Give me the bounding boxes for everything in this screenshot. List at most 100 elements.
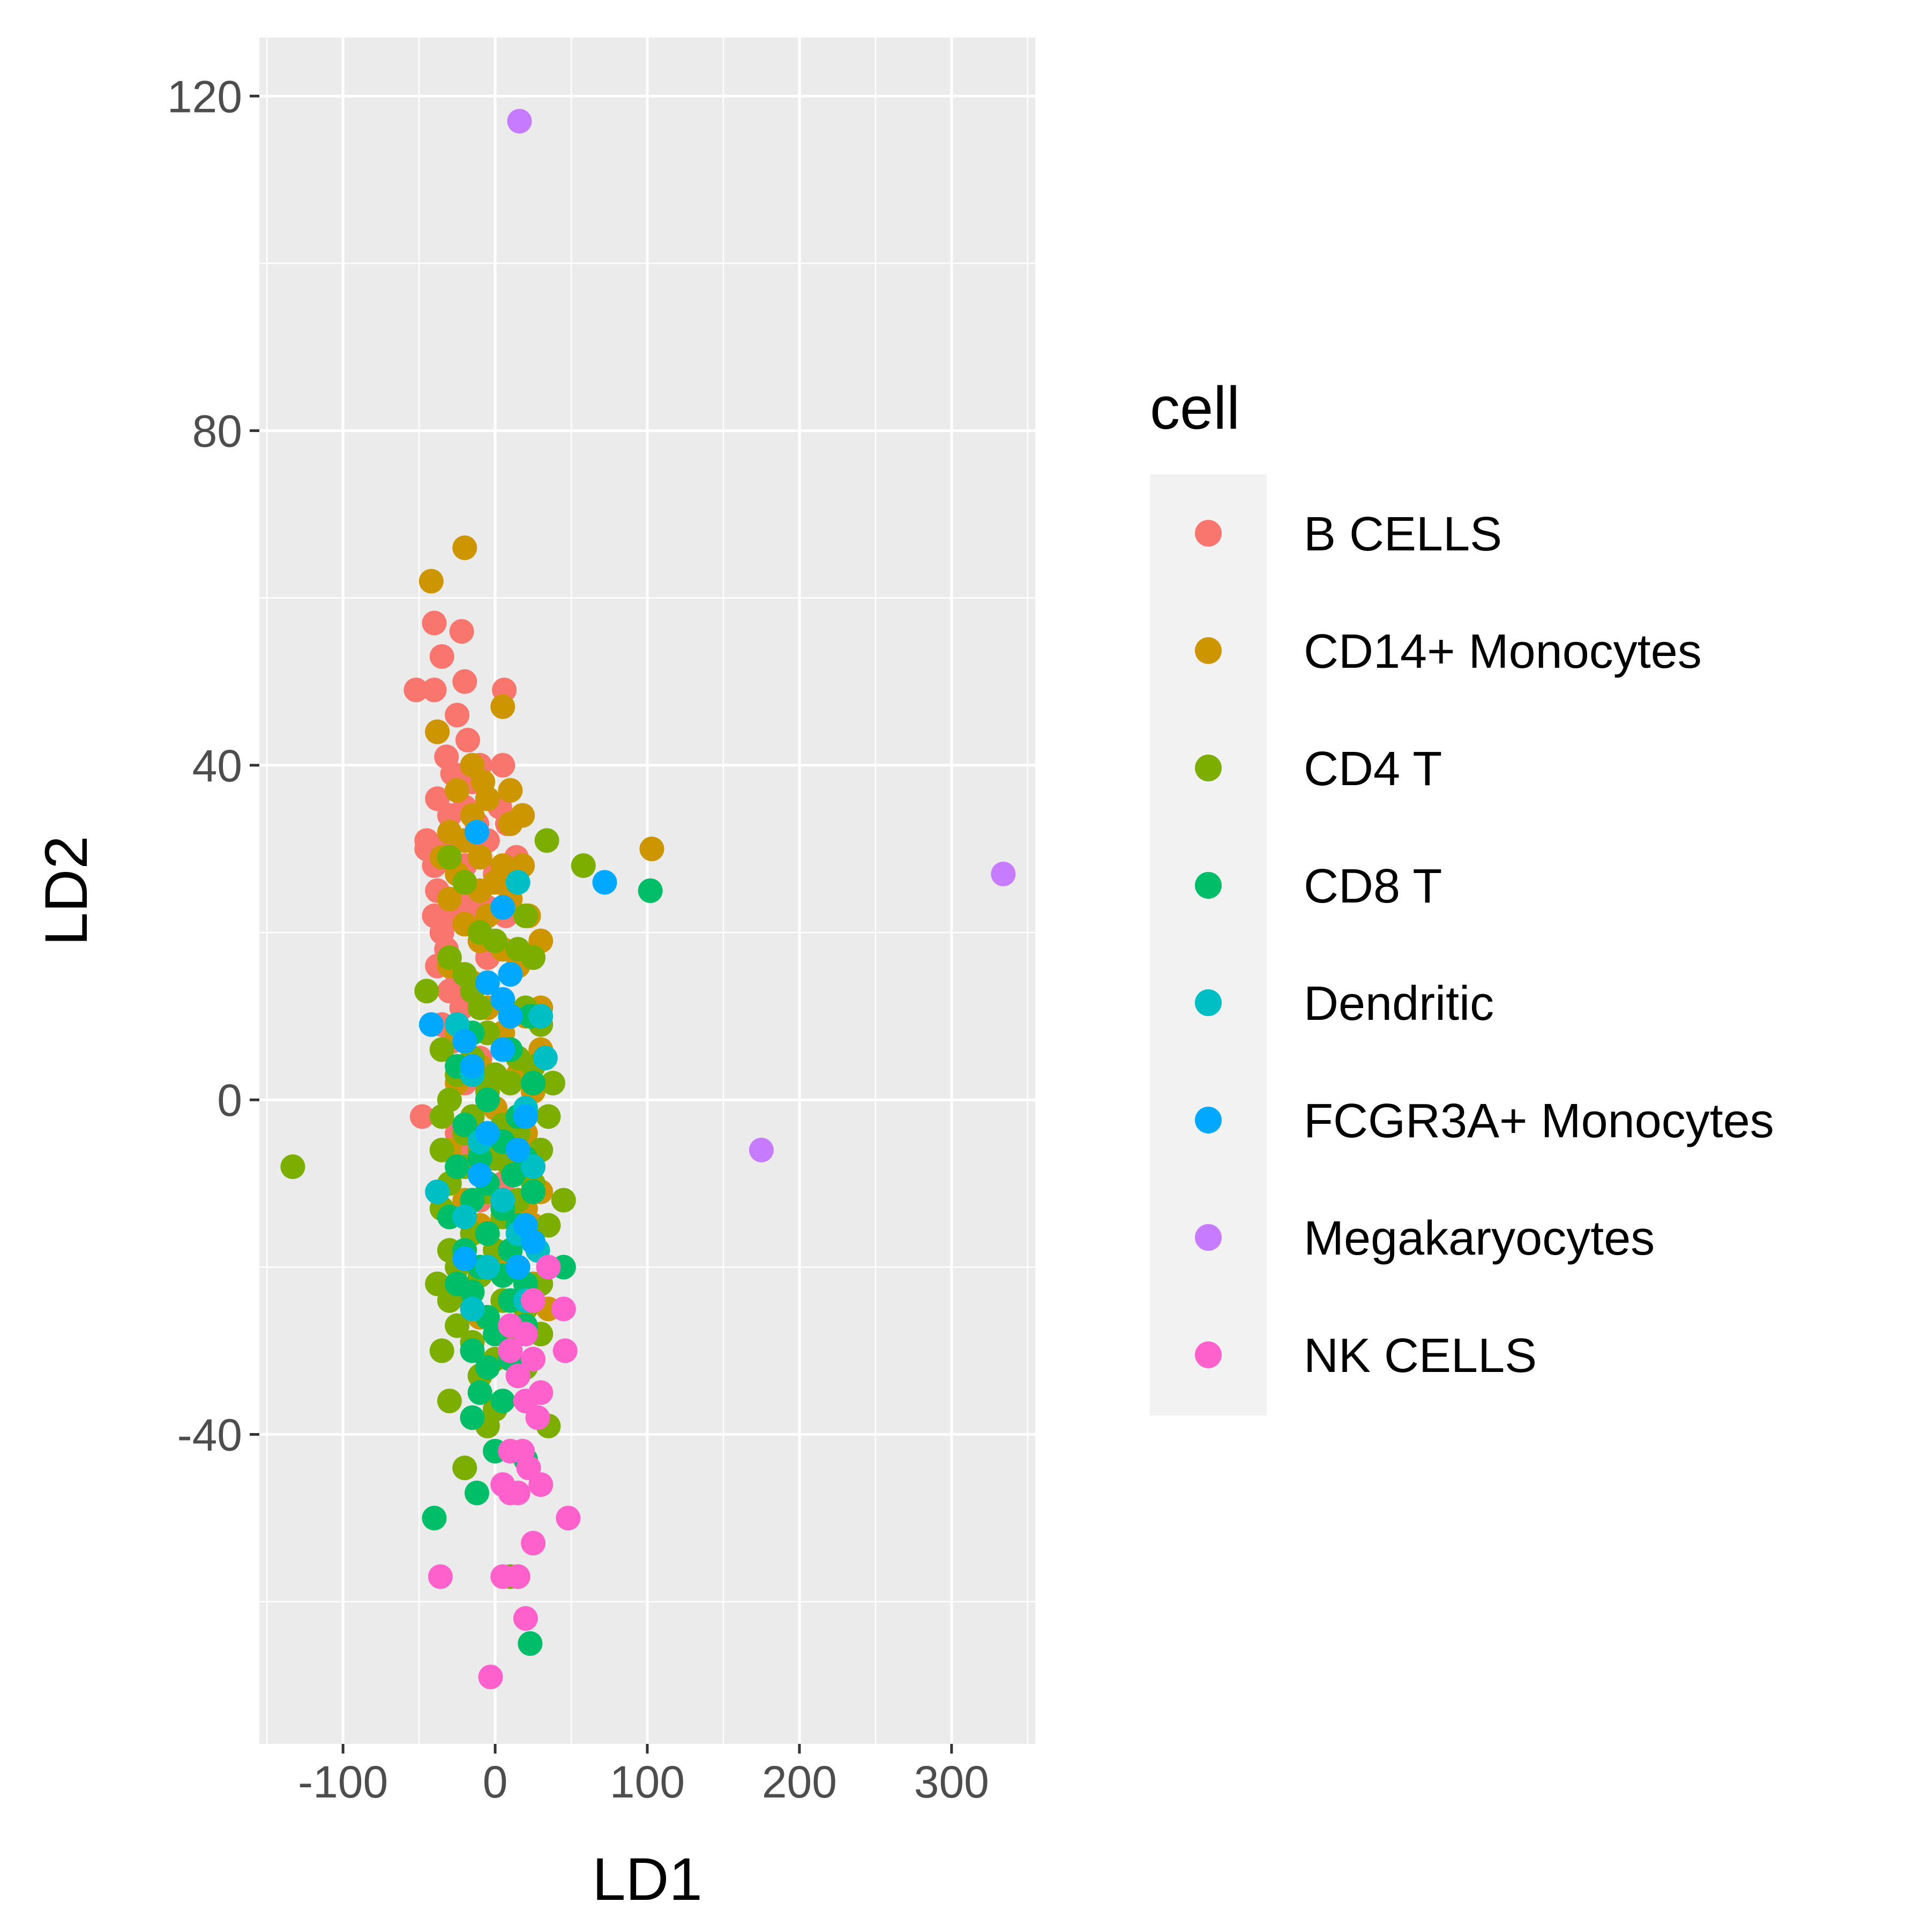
data-point — [540, 1070, 565, 1095]
data-point — [498, 1070, 523, 1095]
legend-label: Dendritic — [1304, 977, 1494, 1031]
data-point — [521, 1229, 546, 1255]
legend-key — [1195, 1107, 1222, 1133]
data-point — [505, 1363, 530, 1389]
data-point — [521, 945, 546, 970]
data-point — [465, 1480, 490, 1505]
data-point — [475, 1221, 500, 1246]
y-tick-label: 0 — [217, 1075, 242, 1125]
data-point — [513, 1606, 538, 1631]
data-point — [445, 778, 470, 803]
data-point — [475, 786, 500, 811]
data-point — [460, 1296, 485, 1322]
data-point — [498, 778, 523, 803]
data-point — [425, 1179, 450, 1204]
data-point — [437, 945, 462, 970]
data-point — [429, 1137, 454, 1162]
data-point — [452, 535, 477, 561]
data-point — [452, 1246, 477, 1271]
series-megakaryocytes — [507, 109, 1016, 1162]
legend-key — [1195, 637, 1222, 664]
data-point — [478, 1665, 503, 1690]
data-point — [422, 610, 447, 636]
data-point — [552, 1338, 578, 1363]
data-point — [429, 644, 454, 669]
data-point — [452, 669, 477, 694]
legend-label: CD8 T — [1304, 860, 1442, 913]
data-point — [449, 619, 474, 644]
x-tick-label: 300 — [914, 1757, 989, 1807]
data-point — [498, 962, 523, 987]
data-point — [460, 1405, 485, 1430]
data-point — [571, 853, 596, 878]
x-tick-label: 100 — [610, 1757, 685, 1807]
legend: cell B CELLS CD14+ Monocytes CD4 T CD8 T Den… — [1150, 375, 1774, 1415]
data-point — [639, 836, 664, 861]
data-point — [429, 1037, 454, 1062]
x-tick-label: 0 — [483, 1757, 508, 1807]
data-point — [490, 694, 515, 719]
data-point — [518, 1631, 543, 1656]
data-point — [475, 1087, 500, 1113]
data-point — [409, 1104, 435, 1129]
x-axis: -100 0 100 200 300 — [298, 1744, 989, 1807]
legend-key — [1195, 1224, 1222, 1251]
data-point — [418, 1012, 444, 1037]
data-point — [498, 1338, 523, 1363]
legend-label: B CELLS — [1304, 508, 1502, 561]
y-axis: -40 0 40 80 120 — [167, 71, 259, 1460]
data-point — [498, 1004, 523, 1029]
legend-key — [1195, 1341, 1222, 1368]
legend-key-background — [1150, 474, 1267, 1415]
data-point — [507, 109, 532, 134]
data-point — [445, 1154, 470, 1180]
y-axis-title: LD2 — [33, 836, 100, 945]
legend-entries: B CELLS CD14+ Monocytes CD4 T CD8 T Dendriti… — [1195, 508, 1774, 1383]
data-point — [429, 1104, 454, 1129]
legend-key — [1195, 520, 1222, 547]
data-point — [429, 1338, 454, 1363]
data-point — [505, 1137, 530, 1162]
data-point — [452, 1028, 477, 1054]
data-point — [521, 1070, 546, 1095]
legend-key — [1195, 872, 1222, 899]
data-point — [528, 1472, 554, 1497]
data-point — [525, 1405, 550, 1430]
data-point — [465, 819, 490, 845]
data-point — [467, 1162, 492, 1188]
y-tick-label: -40 — [177, 1410, 242, 1460]
data-point — [452, 1204, 477, 1229]
data-point — [418, 569, 444, 594]
data-point — [551, 1188, 576, 1213]
data-point — [475, 1255, 500, 1280]
data-point — [521, 1179, 546, 1204]
data-point — [467, 995, 492, 1020]
data-point — [460, 1054, 485, 1079]
data-point — [425, 719, 450, 744]
data-point — [483, 928, 508, 953]
data-point — [513, 1322, 538, 1347]
series-nk-cells — [428, 1255, 581, 1690]
data-point — [490, 1037, 515, 1062]
data-point — [280, 1154, 305, 1180]
x-tick-label: -100 — [298, 1757, 388, 1807]
legend-label: CD14+ Monocytes — [1304, 625, 1702, 678]
data-point — [592, 870, 617, 895]
data-point — [490, 1188, 515, 1213]
data-point — [452, 1455, 477, 1480]
data-point — [452, 1113, 477, 1138]
data-point — [490, 752, 515, 778]
data-point — [455, 728, 480, 753]
data-point — [505, 1255, 530, 1280]
data-point — [490, 895, 515, 920]
data-point — [475, 1121, 500, 1146]
data-point — [749, 1137, 774, 1162]
data-point — [551, 1296, 576, 1322]
legend-label: FCGR3A+ Monocytes — [1304, 1094, 1774, 1148]
data-point — [490, 1389, 515, 1414]
data-point — [638, 878, 663, 903]
data-point — [452, 870, 477, 895]
data-point — [513, 903, 538, 928]
